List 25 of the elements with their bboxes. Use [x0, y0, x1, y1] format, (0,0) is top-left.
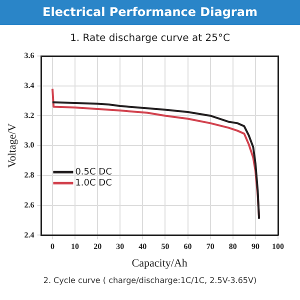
y-tick-label: 2.6	[24, 200, 34, 210]
x-tick-label: 10	[71, 242, 80, 252]
chart-subtitle: 1. Rate discharge curve at 25°C	[69, 33, 231, 44]
x-tick-label: 0	[50, 242, 54, 252]
y-tick-label: 3.2	[24, 110, 34, 120]
legend-label: 1.0C DC	[75, 178, 112, 188]
y-tick-label: 2.4	[24, 230, 34, 240]
x-tick-label: 60	[184, 242, 192, 252]
x-tick-label: 50	[161, 242, 170, 252]
x-tick-label: 80	[228, 242, 237, 252]
x-tick-label: 40	[138, 242, 147, 252]
x-tick-label: 30	[116, 242, 124, 252]
y-tick-label: 3.0	[24, 140, 34, 150]
legend-label: 0.5C DC	[75, 167, 112, 178]
x-tick-label: 70	[206, 242, 214, 252]
y-axis-title: Voltage/V	[6, 123, 18, 168]
text: 2. Cycle curve ( charge/discharge:1C/1C, 2.5V-3.65V)	[42, 276, 258, 285]
x-tick-label: 90	[251, 242, 260, 252]
y-tick-label: 3.4	[24, 80, 34, 90]
y-tick-label: 2.8	[24, 170, 34, 180]
x-tick-label: 100	[272, 242, 284, 252]
x-axis-title: Capacity/Ah	[132, 257, 188, 270]
x-tick-label: 20	[94, 242, 102, 252]
chart-title: Electrical Performance Diagram	[0, 0, 300, 25]
y-tick-label: 3.6	[24, 51, 34, 60]
